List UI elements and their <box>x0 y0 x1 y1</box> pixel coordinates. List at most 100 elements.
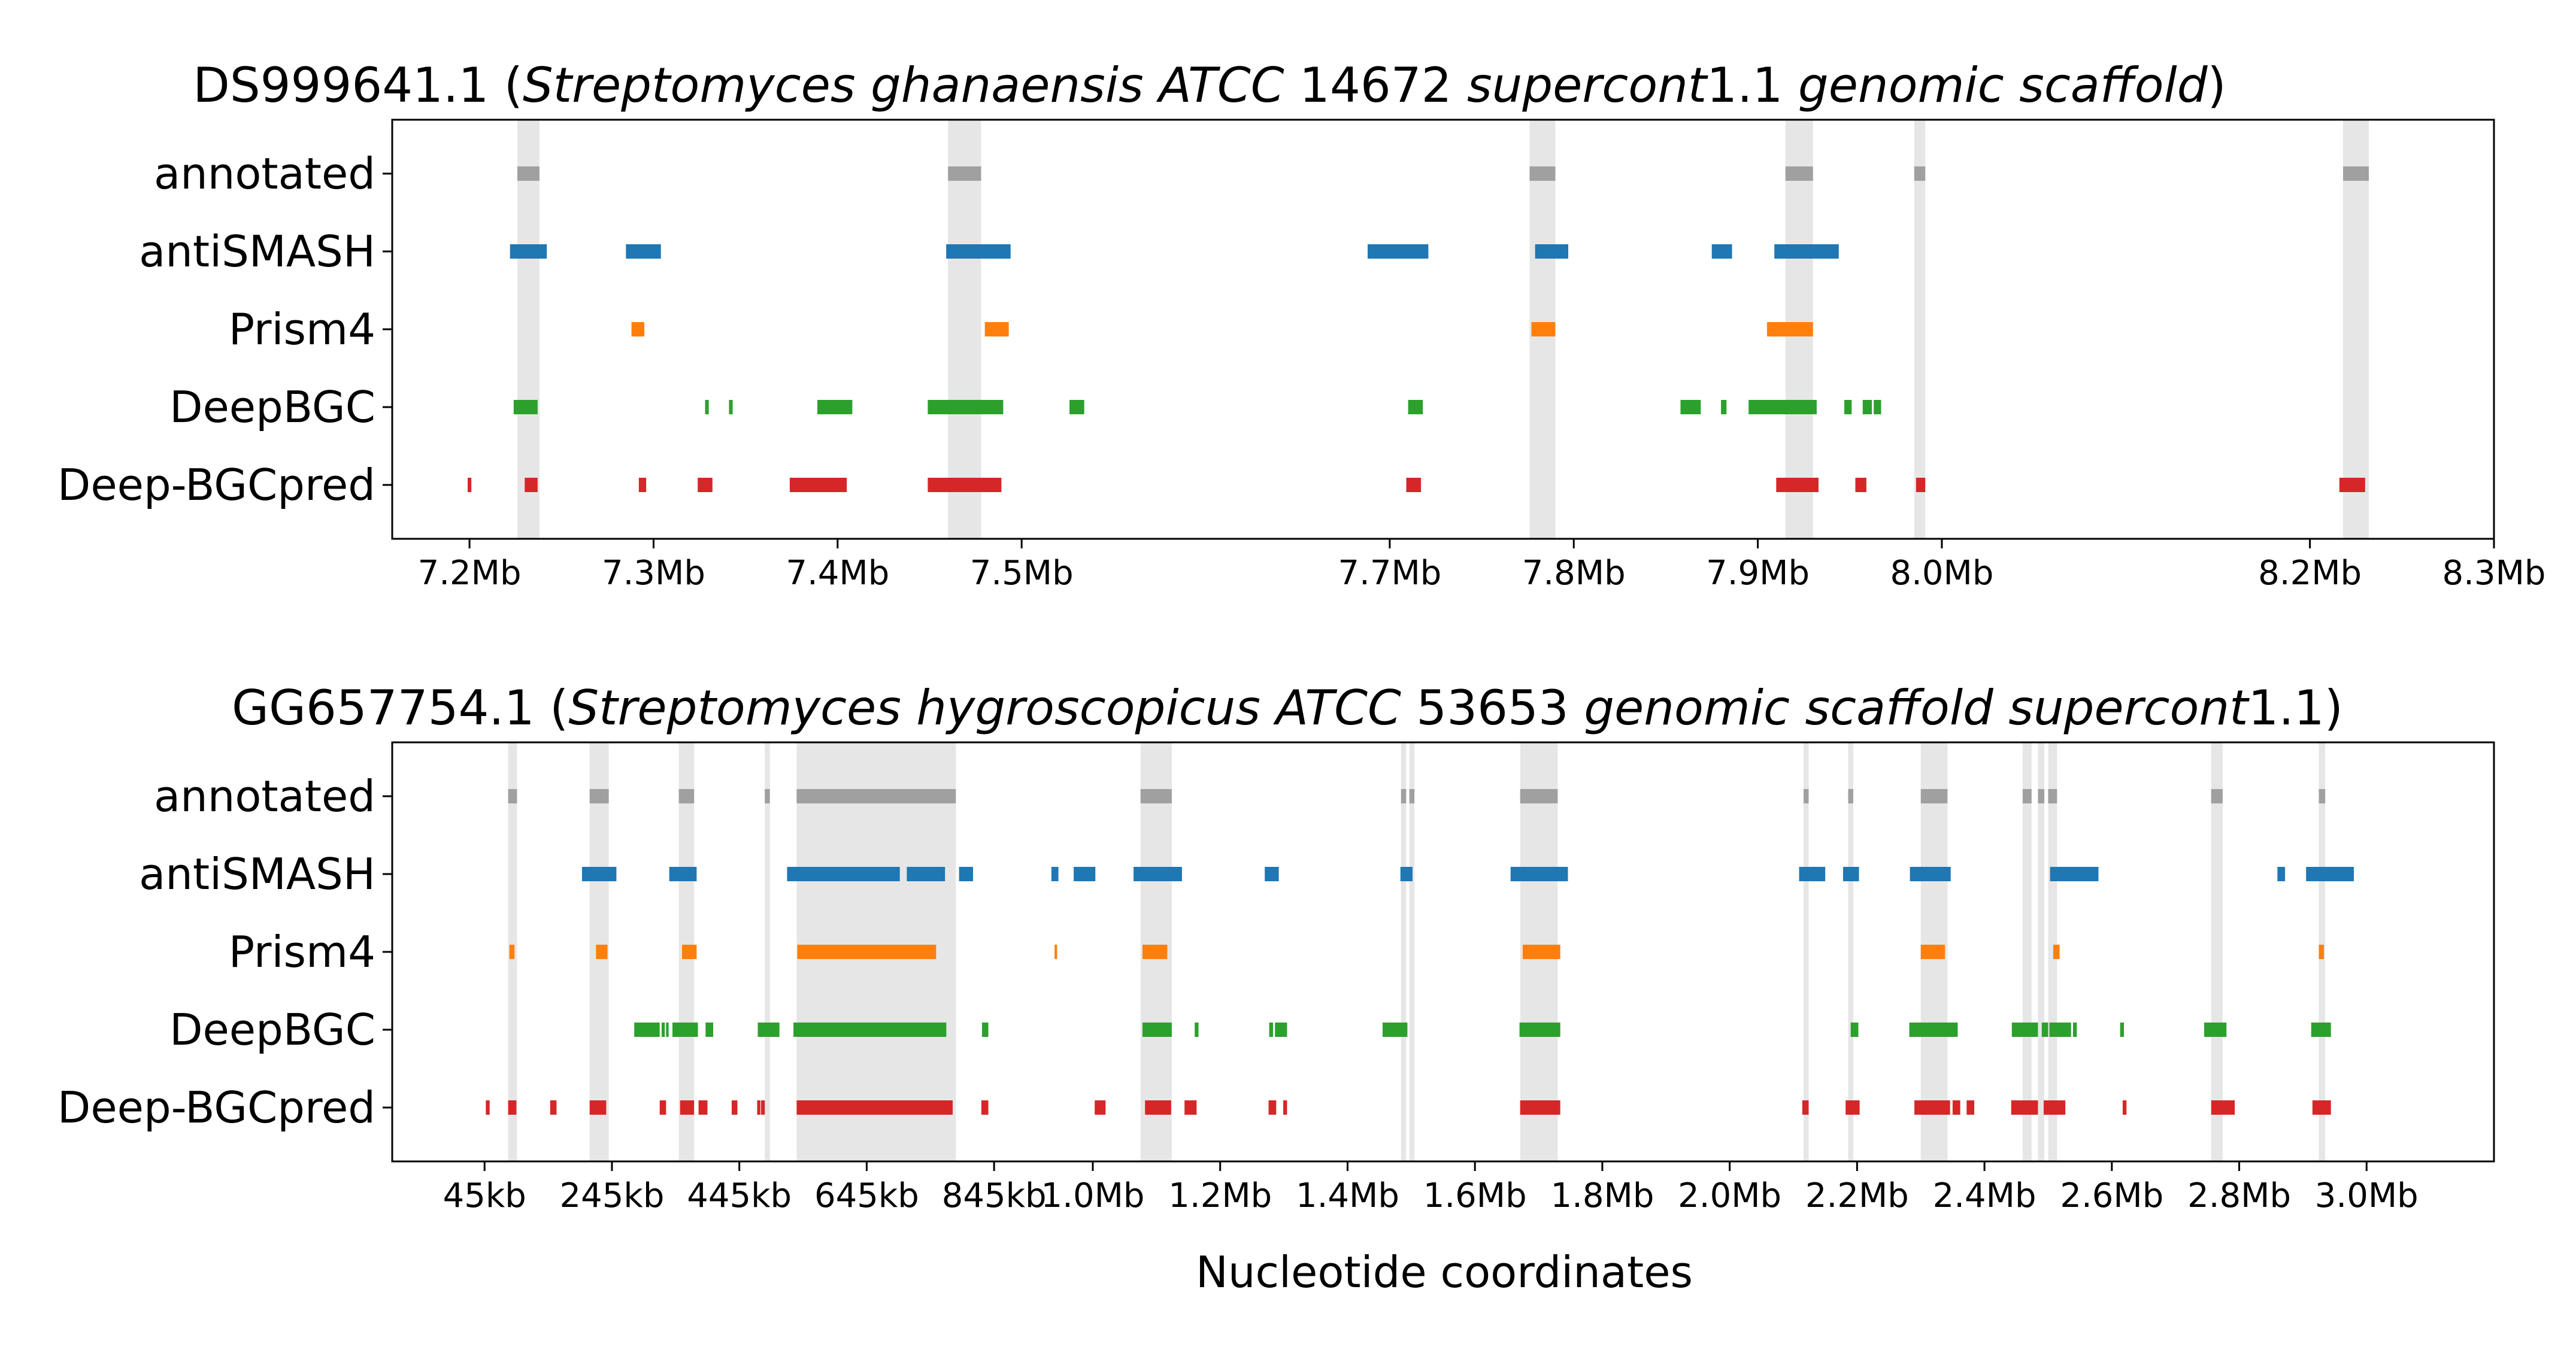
bgc-segment-antismash <box>626 244 661 259</box>
panel-title: GG657754.1 (Streptomyces hygroscopicus A… <box>232 680 2343 736</box>
bgc-segment-deepbgc <box>928 400 1004 414</box>
highlight-band <box>765 742 770 1161</box>
bgc-segment-deep-bgcpred <box>1406 478 1422 492</box>
x-tick-label: 8.2Mb <box>2258 554 2362 593</box>
bgc-segment-deep-bgcpred <box>1855 478 1866 492</box>
bgc-segment-antismash <box>1535 244 1569 259</box>
bgc-segment-deepbgc <box>1680 400 1701 414</box>
highlight-band <box>1401 742 1407 1161</box>
bgc-segment-deepbgc <box>1874 400 1881 414</box>
bgc-segment-prism4 <box>681 945 697 959</box>
x-tick-label: 7.9Mb <box>1706 554 1810 593</box>
bgc-segment-deepbgc <box>1382 1023 1408 1037</box>
bgc-segment-deepbgc <box>1195 1023 1199 1037</box>
highlight-band <box>2211 742 2223 1161</box>
track-label: annotated <box>154 771 375 821</box>
bgc-segment-prism4 <box>509 945 515 959</box>
panel-gg657754: GG657754.1 (Streptomyces hygroscopicus A… <box>57 680 2495 1215</box>
bgc-segment-deepbgc <box>1844 400 1852 414</box>
bgc-segment-annotated <box>517 166 540 181</box>
bgc-segment-annotated <box>1520 789 1558 803</box>
bgc-segment-deep-bgcpred <box>1914 1100 1950 1115</box>
bgc-segment-annotated <box>1409 789 1415 803</box>
bgc-segment-deepbgc <box>729 400 733 414</box>
bgc-segment-deep-bgcpred <box>680 1100 695 1115</box>
bgc-segment-antismash <box>510 244 547 259</box>
track-label: antiSMASH <box>139 226 375 277</box>
bgc-segment-prism4 <box>1531 322 1556 336</box>
x-tick-label: 1.0Mb <box>1041 1176 1145 1215</box>
bgc-segment-deepbgc <box>1069 400 1084 414</box>
bgc-segment-antismash <box>1134 867 1182 881</box>
bgc-segment-deepbgc <box>1850 1023 1859 1037</box>
bgc-segment-prism4 <box>2319 945 2325 959</box>
bgc-segment-deepbgc <box>981 1023 989 1037</box>
bgc-segment-deepbgc <box>705 1023 714 1037</box>
bgc-segment-antismash <box>1400 867 1413 881</box>
bgc-segment-prism4 <box>1920 945 1945 959</box>
bgc-segment-deep-bgcpred <box>1802 1100 1809 1115</box>
x-tick-label: 445kb <box>687 1176 792 1215</box>
track-label: annotated <box>154 148 375 199</box>
bgc-segment-deep-bgcpred <box>1102 1100 1106 1115</box>
track-label: Prism4 <box>229 304 375 354</box>
bgc-segment-antismash <box>2277 867 2286 881</box>
bgc-segment-deepbgc <box>817 400 853 414</box>
x-tick-label: 7.4Mb <box>786 554 889 593</box>
bgc-segment-prism4 <box>1054 945 1057 959</box>
bgc-segment-deep-bgcpred <box>981 1100 989 1115</box>
bgc-segment-deep-bgcpred <box>508 1100 517 1115</box>
bgc-segment-deep-bgcpred <box>589 1100 607 1115</box>
bgc-segment-deep-bgcpred <box>789 478 847 492</box>
bgc-segment-deepbgc <box>2204 1023 2227 1037</box>
x-axis-label: Nucleotide coordinates <box>1196 1247 1693 1297</box>
bgc-segment-annotated <box>2342 166 2369 181</box>
x-tick-label: 645kb <box>814 1176 919 1215</box>
bgc-segment-antismash <box>959 867 974 881</box>
bgc-segment-deep-bgcpred <box>1776 478 1819 492</box>
bgc-segment-annotated <box>765 789 770 803</box>
bgc-segment-annotated <box>1920 789 1948 803</box>
bgc-segment-annotated <box>2038 789 2045 803</box>
bgc-segment-deep-bgcpred <box>1952 1100 1960 1115</box>
bgc-segment-deep-bgcpred <box>760 1100 765 1115</box>
bgc-segment-annotated <box>2022 789 2032 803</box>
bgc-segment-antismash <box>1842 867 1859 881</box>
bgc-segment-antismash <box>907 867 945 881</box>
bgc-segment-deepbgc <box>2049 1023 2071 1037</box>
x-tick-label: 1.4Mb <box>1296 1176 1399 1215</box>
x-tick-label: 7.2Mb <box>418 554 522 593</box>
x-tick-label: 845kb <box>942 1176 1047 1215</box>
bgc-segment-deepbgc <box>1269 1023 1274 1037</box>
bgc-segment-antismash <box>2306 867 2354 881</box>
bgc-segment-deep-bgcpred <box>2211 1100 2235 1115</box>
x-tick-label: 2.4Mb <box>1933 1176 2036 1215</box>
bgc-segment-deep-bgcpred <box>468 478 472 492</box>
bgc-bars <box>468 166 2369 492</box>
highlight-band <box>2048 742 2057 1161</box>
bgc-segment-prism4 <box>984 322 1009 336</box>
bgc-segment-deep-bgcpred <box>486 1100 490 1115</box>
bgc-segment-deepbgc <box>1862 400 1872 414</box>
bgc-segment-deep-bgcpred <box>659 1100 666 1115</box>
bgc-segment-deep-bgcpred <box>757 1100 760 1115</box>
x-tick-label: 2.0Mb <box>1678 1176 1781 1215</box>
bgc-segment-prism4 <box>1766 322 1813 336</box>
x-tick-label: 7.7Mb <box>1338 554 1441 593</box>
bgc-segment-annotated <box>948 166 981 181</box>
highlight-band <box>1409 742 1415 1161</box>
bgc-segment-deep-bgcpred <box>1916 478 1926 492</box>
bgc-segment-deepbgc <box>2072 1023 2077 1037</box>
bgc-segment-antismash <box>2050 867 2099 881</box>
bgc-segment-annotated <box>1914 166 1926 181</box>
bgc-segment-deepbgc <box>2041 1023 2048 1037</box>
highlight-band <box>2022 742 2032 1161</box>
bgc-segment-deep-bgcpred <box>550 1100 557 1115</box>
x-tick-label: 1.8Mb <box>1550 1176 1654 1215</box>
x-axis-ticks: 7.2Mb 7.3Mb 7.4Mb 7.5Mb 7.7Mb 7.8Mb 7.9Mb 8.0Mb… <box>418 539 2545 593</box>
bgc-segment-antismash <box>581 867 617 881</box>
bgc-segment-deep-bgcpred <box>525 478 538 492</box>
x-tick-label: 2.6Mb <box>2060 1176 2163 1215</box>
